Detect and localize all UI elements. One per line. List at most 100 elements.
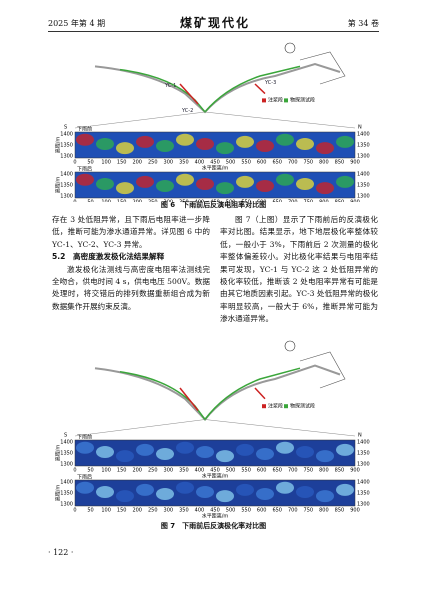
x-tick-label: 200 [132,508,142,514]
x-tick-label: 650 [272,160,282,166]
profile-texture [336,483,354,496]
x-tick-label: 750 [304,508,314,514]
x-tick-label: 350 [179,200,189,203]
legend-swatch [284,404,288,409]
y-tick-label: 1400 [357,172,370,178]
x-tick-label: 150 [117,200,127,203]
profile-texture [136,135,154,148]
legend-label: 注浆段 [268,403,283,410]
legend-swatch [284,98,288,103]
profile-texture [96,445,114,458]
x-tick-label: 850 [335,468,345,474]
profile-texture [336,175,354,188]
profile-texture [216,142,234,155]
x-tick-label: 50 [87,200,93,203]
profile-texture [76,481,94,494]
x-tick-label: 500 [226,468,236,474]
profile-texture [116,182,134,195]
grout-line [179,387,266,411]
x-tick-label: 450 [210,160,220,166]
x-tick-label: 400 [195,200,205,203]
y-tick-label: 1300 [357,154,370,160]
x-tick-label: 400 [195,508,205,514]
x-tick-label: 250 [148,200,158,203]
x-tick-label: 550 [241,160,251,166]
y-tick-label: 1400 [357,480,370,486]
figure: YC-1 YC-2 YC-3 注浆段 物探测试段 S N 下雨前 1400 1400 1350 135… [55,42,370,203]
profile-texture [316,450,334,463]
x-tick-label: 550 [241,200,251,203]
x-tick-label: 650 [272,468,282,474]
y-tick-label: 1350 [60,143,73,149]
x-tick-label: 250 [148,160,158,166]
x-tick-label: 800 [319,160,329,166]
profile-texture [236,175,254,188]
projection [74,419,356,437]
profile-texture [316,182,334,195]
section-heading: 5.2 高密度激发极化法结果解释 [52,252,165,262]
x-tick-label: 750 [304,468,314,474]
profile-texture [176,173,194,186]
profile-texture [336,443,354,456]
x-tick-label: 300 [164,468,174,474]
x-tick-label: 100 [101,508,111,514]
x-axis-title: 水平距离/m [202,513,229,520]
profile-texture [256,140,274,153]
x-tick-label: 50 [87,468,93,474]
panel-label: 下雨前 [77,126,92,133]
profile-texture [96,177,114,190]
profile-texture [136,443,154,456]
x-tick-label: 350 [179,160,189,166]
profile-texture [96,485,114,498]
profile-texture [116,450,134,463]
anomaly-label: YC-3 [264,80,276,86]
y-tick-label: 1300 [60,154,73,160]
x-tick-label: 550 [241,508,251,514]
profile-texture [196,177,214,190]
profile-texture [156,140,174,153]
profile-texture [256,180,274,193]
panel-label: 下雨后 [77,166,92,173]
x-tick-label: 450 [210,508,220,514]
x-tick-label: 800 [319,468,329,474]
y-tick-label: 1350 [60,451,73,457]
profile-texture [76,173,94,186]
x-tick-label: 500 [226,508,236,514]
north-label: N [358,125,362,131]
legend-swatch [262,404,266,409]
x-tick-label: 0 [73,468,76,474]
x-tick-label: 150 [117,508,127,514]
x-tick-label: 200 [132,160,142,166]
x-tick-label: 800 [319,200,329,203]
x-tick-label: 900 [350,200,360,203]
profile-texture [156,488,174,501]
north-arrow [284,340,296,352]
profile-texture [276,441,294,454]
x-tick-label: 350 [179,508,189,514]
y-tick-label: 1350 [357,451,370,457]
x-tick-label: 600 [257,200,267,203]
profile-texture [316,142,334,155]
profile-texture [156,448,174,461]
y-axis-title: 高程/m [55,485,62,502]
profile-texture [276,481,294,494]
x-tick-label: 200 [132,200,142,203]
x-tick-label: 50 [87,160,93,166]
y-tick-label: 1300 [357,194,370,200]
journal: 煤矿现代化 [180,16,251,30]
profile-texture [76,441,94,454]
y-tick-label: 1300 [60,194,73,200]
south-label: S [64,125,67,131]
survey-line [119,65,301,114]
x-tick-label: 0 [73,200,76,203]
south-label: S [64,433,67,439]
x-tick-label: 250 [148,468,158,474]
profile-texture [216,490,234,503]
volume: 第 34 卷 [347,19,379,28]
y-tick-label: 1400 [357,440,370,446]
profile-texture [176,441,194,454]
x-tick-label: 650 [272,508,282,514]
profile-texture [116,490,134,503]
x-tick-label: 500 [226,160,236,166]
projection [74,111,356,129]
